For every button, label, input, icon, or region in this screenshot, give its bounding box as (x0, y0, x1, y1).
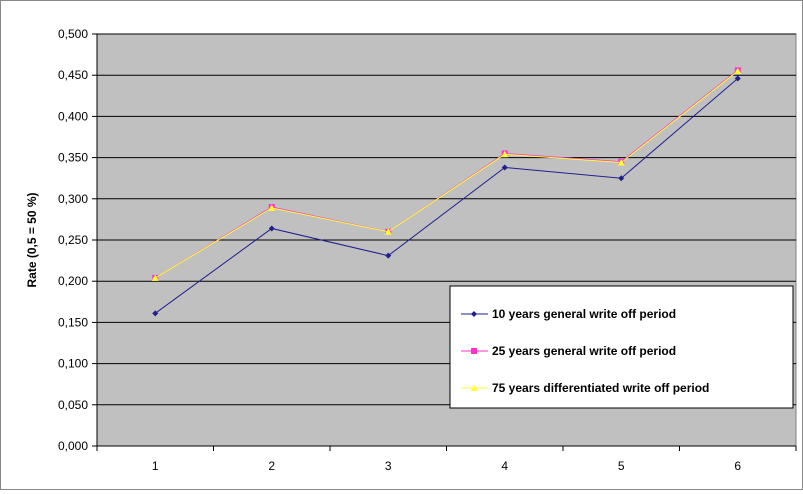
legend-label: 75 years differentiated write off period (492, 381, 709, 395)
x-tick-label: 2 (268, 459, 275, 473)
legend-swatch-marker (471, 311, 477, 317)
legend-box (449, 285, 794, 409)
y-tick-label: 0,450 (58, 68, 88, 82)
series-3-point (151, 274, 159, 281)
series-lines (151, 67, 742, 317)
series-1-point (734, 75, 741, 82)
y-tick-label: 0,250 (58, 233, 88, 247)
x-tick-label: 5 (618, 459, 625, 473)
x-tick-labels: 1 2 3 4 5 6 (96, 446, 797, 473)
series-1-point (152, 310, 159, 317)
series-1-point (501, 164, 508, 171)
y-tick-label: 0,300 (58, 192, 88, 206)
legend: 10 years general write off period 25 year… (449, 285, 794, 409)
y-tick-label: 0,100 (58, 357, 88, 371)
x-tick-label: 4 (501, 459, 508, 473)
series-3-point (617, 159, 625, 166)
legend-label: 10 years general write off period (492, 307, 676, 321)
series-line-1 (154, 78, 739, 314)
y-tick-label: 0,200 (58, 274, 88, 288)
series-3-point (268, 204, 276, 211)
series-1-point (618, 175, 625, 182)
legend-entries: 10 years general write off period 25 year… (461, 307, 709, 395)
x-tick-label: 6 (734, 459, 741, 473)
y-tick-label: 0,350 (58, 151, 88, 165)
series-3-point (384, 228, 392, 235)
series-1-point (268, 225, 275, 232)
x-tick-label: 1 (152, 459, 159, 473)
legend-swatch-marker (471, 348, 477, 354)
y-tick-label: 0,150 (58, 315, 88, 329)
x-tick-label: 3 (385, 459, 392, 473)
legend-label: 25 years general write off period (492, 344, 676, 358)
y-tick-label: 0,050 (58, 398, 88, 412)
legend-swatch-marker (470, 384, 478, 391)
y-axis-label: Rate (0,5 = 50 %) (25, 192, 39, 287)
y-tick-label: 0,500 (58, 27, 88, 41)
y-tick-label: 0,400 (58, 109, 88, 123)
series-1-point (385, 252, 392, 259)
y-tick-labels: 0,000 0,050 0,100 0,150 0,200 0,250 0,300 0,350… (58, 27, 97, 453)
series-3-point (734, 67, 742, 75)
y-tick-label: 0,000 (58, 439, 88, 453)
series-3-point (501, 150, 509, 158)
series-line-3 (154, 70, 739, 279)
